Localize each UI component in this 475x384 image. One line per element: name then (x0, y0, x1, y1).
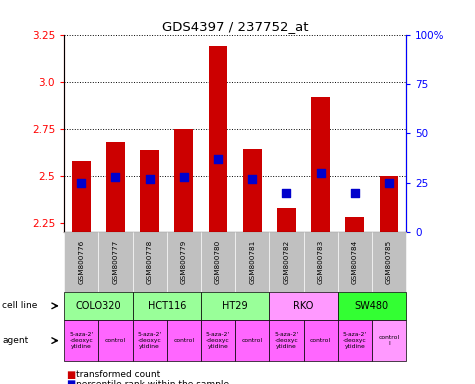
Bar (277, 208, 296, 232)
Text: GSM800781: GSM800781 (249, 240, 255, 284)
Text: control: control (242, 338, 263, 343)
Text: RKO: RKO (294, 301, 314, 311)
Text: GSM800777: GSM800777 (113, 240, 118, 284)
Text: ■: ■ (66, 370, 76, 380)
Text: control: control (173, 338, 194, 343)
Point (317, 170, 324, 176)
Bar (72, 161, 91, 232)
Text: GSM800779: GSM800779 (181, 240, 187, 284)
Text: HT29: HT29 (222, 301, 248, 311)
Text: GSM800785: GSM800785 (386, 240, 392, 284)
Bar (174, 129, 193, 232)
Text: GSM800783: GSM800783 (318, 240, 323, 284)
Text: 5-aza-2'
-deoxyc
ytidine: 5-aza-2' -deoxyc ytidine (138, 332, 162, 349)
Text: ■: ■ (66, 379, 76, 384)
Text: GSM800782: GSM800782 (284, 240, 289, 284)
Bar (311, 97, 330, 232)
Text: SW480: SW480 (355, 301, 389, 311)
Point (112, 174, 119, 180)
Text: agent: agent (2, 336, 28, 345)
Point (77, 180, 85, 186)
Text: control: control (105, 338, 126, 343)
Bar (380, 176, 399, 232)
Point (180, 174, 188, 180)
Point (214, 156, 222, 162)
Text: 5-aza-2'
-deoxyc
ytidine: 5-aza-2' -deoxyc ytidine (69, 332, 93, 349)
Text: control: control (310, 338, 331, 343)
Text: transformed count: transformed count (76, 370, 160, 379)
Text: HCT116: HCT116 (148, 301, 186, 311)
Bar (345, 217, 364, 232)
Text: 5-aza-2'
-deoxyc
ytidine: 5-aza-2' -deoxyc ytidine (275, 332, 298, 349)
Point (351, 190, 359, 196)
Text: GSM800778: GSM800778 (147, 240, 152, 284)
Point (146, 176, 153, 182)
Text: GSM800780: GSM800780 (215, 240, 221, 284)
Point (283, 190, 290, 196)
Text: cell line: cell line (2, 301, 38, 310)
Text: control
l: control l (379, 335, 399, 346)
Text: GSM800776: GSM800776 (78, 240, 84, 284)
Bar (106, 142, 125, 232)
Text: 5-aza-2'
-deoxyc
ytidine: 5-aza-2' -deoxyc ytidine (206, 332, 230, 349)
Text: GSM800784: GSM800784 (352, 240, 358, 284)
Bar (140, 151, 159, 232)
Text: percentile rank within the sample: percentile rank within the sample (76, 380, 229, 384)
Bar (243, 149, 262, 232)
Text: COLO320: COLO320 (76, 301, 121, 311)
Point (385, 180, 393, 186)
Title: GDS4397 / 237752_at: GDS4397 / 237752_at (162, 20, 308, 33)
Bar (209, 46, 228, 232)
Point (248, 176, 256, 182)
Text: 5-aza-2'
-deoxyc
ytidine: 5-aza-2' -deoxyc ytidine (343, 332, 367, 349)
